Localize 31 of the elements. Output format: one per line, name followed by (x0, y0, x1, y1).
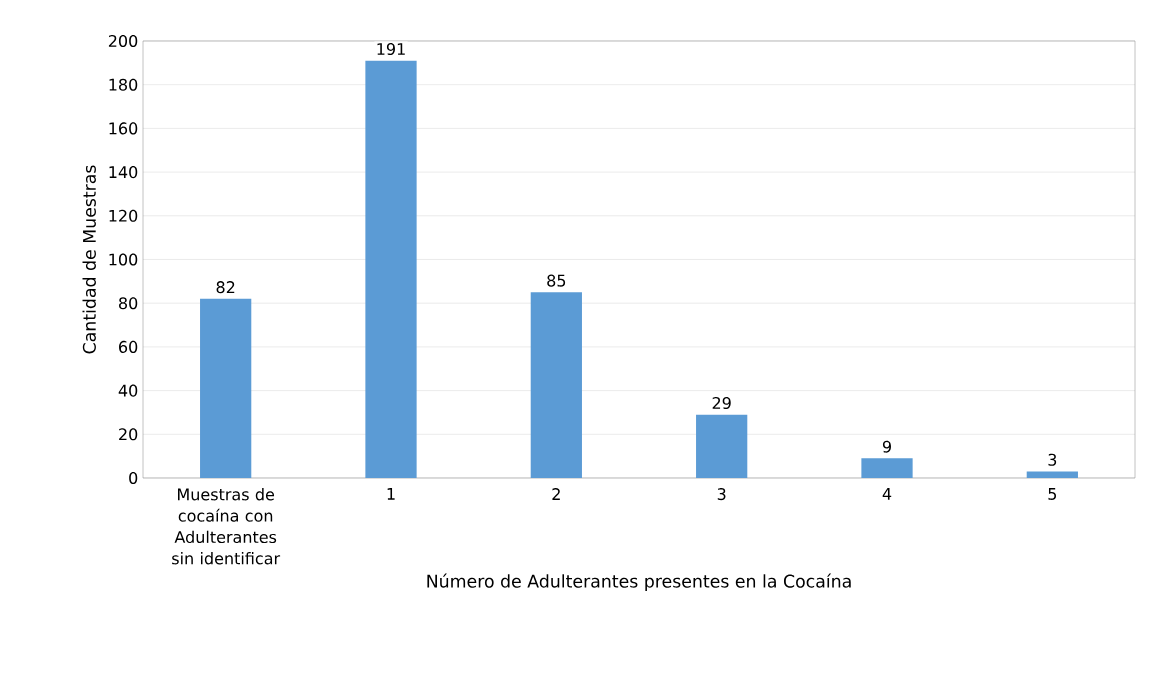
y-tick-label: 60 (119, 340, 138, 353)
bar (1026, 471, 1078, 478)
x-tick-label: 3 (717, 488, 726, 501)
bar (696, 414, 748, 478)
y-axis-title: Cantidad de Muestras (82, 165, 96, 354)
data-label: 3 (1048, 453, 1057, 466)
bar (530, 292, 582, 478)
data-label: 29 (712, 396, 731, 410)
data-label: 85 (547, 274, 566, 287)
x-tick-label: Muestras de cocaína con Adulterantes sin identificar (172, 488, 281, 565)
bar (200, 298, 252, 478)
y-tick-label: 40 (118, 384, 138, 397)
x-tick-label: 4 (882, 488, 892, 500)
x-tick-label: 1 (387, 488, 395, 500)
x-tick-label: 2 (552, 488, 560, 500)
y-tick-label: 200 (108, 34, 138, 48)
y-tick-label: 160 (109, 122, 138, 135)
bar (365, 60, 417, 478)
y-tick-label: 180 (109, 78, 138, 91)
y-tick-label: 80 (119, 297, 138, 310)
y-tick-label: 140 (109, 166, 138, 179)
data-label: 82 (216, 281, 235, 294)
y-tick-label: 120 (109, 209, 138, 222)
data-label: 9 (882, 440, 891, 453)
y-tick-label: 100 (109, 253, 138, 266)
x-tick-label: 5 (1048, 488, 1057, 500)
data-label: 191 (377, 42, 405, 56)
y-tick-label: 20 (119, 428, 138, 441)
y-tick-label: 0 (129, 471, 138, 485)
bar (861, 458, 913, 478)
x-axis-title: Número de Adulterantes presentes en la Cocaína (427, 573, 851, 592)
